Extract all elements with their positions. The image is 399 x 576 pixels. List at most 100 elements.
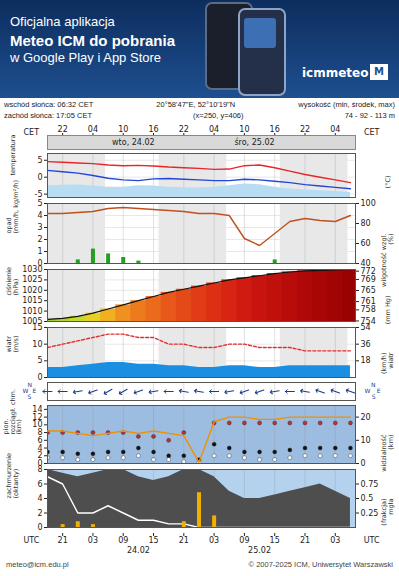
svg-text:40: 40 <box>360 259 371 269</box>
svg-text:21: 21 <box>179 536 189 545</box>
svg-text:100: 100 <box>361 199 376 208</box>
svg-text:5: 5 <box>37 199 42 208</box>
svg-text:0: 0 <box>37 173 42 182</box>
svg-text:761: 761 <box>361 297 376 306</box>
svg-text:(km/h)wiatr: (km/h)wiatr <box>380 352 395 374</box>
svg-text:1005: 1005 <box>22 317 43 327</box>
svg-text:-5: -5 <box>35 190 43 199</box>
svg-text:0: 0 <box>37 523 42 532</box>
svg-text:N: N <box>371 381 376 388</box>
svg-text:22: 22 <box>179 125 189 134</box>
svg-text:36: 36 <box>361 340 371 349</box>
svg-text:E: E <box>33 387 37 394</box>
svg-text:04: 04 <box>330 125 340 134</box>
svg-text:04: 04 <box>88 125 98 134</box>
html-text:Meteo ICM do pobrania: Meteo ICM do pobrania <box>10 32 175 49</box>
html-text:icmmeteo: icmmeteo <box>302 66 369 80</box>
svg-text:0.5: 0.5 <box>361 494 374 503</box>
svg-text:4: 4 <box>37 494 42 503</box>
svg-text:8: 8 <box>37 465 42 474</box>
svg-text:04: 04 <box>209 125 219 134</box>
svg-text:opad(mm/h, kg/m²/h): opad(mm/h, kg/m²/h) <box>5 180 20 234</box>
svg-text:UTC: UTC <box>24 536 40 545</box>
svg-text:zachmurzenie(oktanty): zachmurzenie(oktanty) <box>5 453 20 499</box>
svg-text:2: 2 <box>37 451 42 460</box>
svg-text:E: E <box>377 387 381 394</box>
svg-text:16: 16 <box>148 125 158 134</box>
svg-text:(frakcja)mgła: (frakcja)mgła <box>380 498 395 525</box>
svg-text:2: 2 <box>37 509 42 518</box>
svg-text:1030: 1030 <box>22 265 42 274</box>
svg-text:0: 0 <box>361 459 366 468</box>
html-text:Oficjalna aplikacja: Oficjalna aplikacja <box>10 14 115 29</box>
svg-text:15: 15 <box>148 536 158 545</box>
svg-text:1015: 1015 <box>22 296 42 305</box>
svg-text:4: 4 <box>37 444 42 453</box>
svg-text:S: S <box>28 393 32 400</box>
svg-text:14: 14 <box>32 405 42 414</box>
svg-text:1010: 1010 <box>22 307 42 316</box>
svg-text:10: 10 <box>361 436 371 445</box>
svg-text:22: 22 <box>300 125 310 134</box>
svg-text:0: 0 <box>37 373 42 382</box>
svg-text:769: 769 <box>361 275 376 284</box>
svg-text:widzialność(km): widzialność(km) <box>380 434 395 472</box>
svg-text:25.02: 25.02 <box>248 546 271 555</box>
svg-text:śro, 25.02: śro, 25.02 <box>234 137 274 147</box>
svg-text:4: 4 <box>37 211 42 220</box>
svg-text:S: S <box>372 393 376 400</box>
svg-text:W: W <box>365 387 371 394</box>
svg-text:21: 21 <box>300 536 310 545</box>
svg-text:10: 10 <box>32 340 42 349</box>
svg-text:03: 03 <box>88 536 98 545</box>
svg-text:(mm Hg): (mm Hg) <box>384 296 392 325</box>
svg-text:3: 3 <box>37 223 42 232</box>
svg-text:758: 758 <box>361 305 376 314</box>
svg-text:12: 12 <box>32 413 42 422</box>
svg-text:22: 22 <box>58 125 68 134</box>
svg-text:CET: CET <box>24 128 40 137</box>
svg-text:ciśnienie(hPa): ciśnienie(hPa) <box>5 267 20 296</box>
svg-text:wilgotność wzgl.(%): wilgotność wzgl.(%) <box>380 234 395 287</box>
svg-text:temperatura: temperatura <box>9 134 17 175</box>
svg-text:16: 16 <box>270 125 280 134</box>
svg-text:1025: 1025 <box>22 275 42 284</box>
svg-text:20: 20 <box>361 413 371 422</box>
svg-text:0.25: 0.25 <box>361 509 379 518</box>
svg-text:UTC: UTC <box>364 536 380 545</box>
svg-text:CET: CET <box>364 128 380 137</box>
svg-text:5: 5 <box>37 156 42 165</box>
svg-text:772: 772 <box>361 267 376 276</box>
html-text:w Google Play i App Store: w Google Play i App Store <box>10 50 161 65</box>
svg-text:wto, 24.02: wto, 24.02 <box>112 138 155 147</box>
svg-text:pion.rozciągł. chm.(km): pion.rozciągł. chm.(km) <box>2 389 23 434</box>
svg-text:10: 10 <box>32 420 42 429</box>
svg-text:15: 15 <box>32 323 42 332</box>
svg-text:03: 03 <box>209 536 219 545</box>
svg-text:0.75: 0.75 <box>361 480 379 489</box>
svg-text:(°C): (°C) <box>384 176 392 189</box>
svg-text:6: 6 <box>37 480 42 489</box>
svg-text:1020: 1020 <box>22 286 42 295</box>
html-text:M: M <box>374 66 384 77</box>
svg-text:15: 15 <box>270 536 280 545</box>
svg-text:765: 765 <box>361 286 376 295</box>
svg-text:18: 18 <box>361 356 371 365</box>
svg-text:6: 6 <box>37 436 42 445</box>
svg-text:80: 80 <box>361 219 371 228</box>
svg-text:54: 54 <box>361 323 371 332</box>
svg-text:09: 09 <box>118 536 128 545</box>
svg-text:03: 03 <box>330 536 340 545</box>
svg-text:09: 09 <box>239 536 249 545</box>
svg-text:8: 8 <box>37 428 42 437</box>
svg-text:21: 21 <box>58 536 68 545</box>
svg-text:24.02: 24.02 <box>127 546 150 555</box>
svg-text:10: 10 <box>118 125 128 134</box>
svg-text:wiatr(m/s): wiatr(m/s) <box>5 336 20 353</box>
svg-text:2: 2 <box>37 235 42 244</box>
svg-text:10: 10 <box>239 125 249 134</box>
svg-text:W: W <box>23 387 29 394</box>
svg-text:5: 5 <box>37 356 42 365</box>
svg-text:60: 60 <box>361 239 371 248</box>
svg-text:1: 1 <box>37 247 42 256</box>
